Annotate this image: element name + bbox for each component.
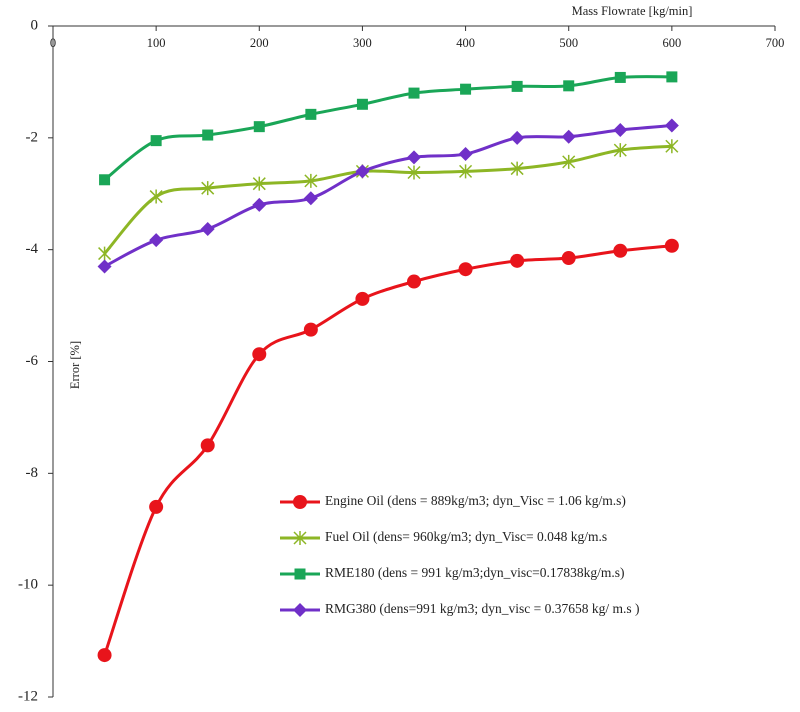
x-tick-label: 100 [147, 36, 166, 50]
marker [562, 154, 576, 169]
marker [613, 143, 627, 158]
legend-label: RME180 (dens = 991 kg/m3;dyn_visc=0.1783… [325, 565, 624, 580]
y-axis-label: Error [%] [68, 341, 82, 389]
marker [459, 164, 473, 179]
y-tick-label: -2 [26, 129, 39, 145]
y-tick-label: -6 [26, 353, 39, 369]
marker [252, 347, 267, 362]
marker [305, 108, 317, 120]
marker [613, 243, 628, 258]
y-tick-label: -10 [18, 577, 38, 593]
x-tick-label: 700 [766, 36, 785, 50]
marker [510, 161, 524, 176]
marker [293, 603, 307, 617]
marker [458, 262, 473, 277]
marker [304, 173, 318, 188]
x-tick-label: 300 [353, 36, 372, 50]
legend-label: Engine Oil (dens = 889kg/m3; dyn_Visc = … [325, 493, 626, 508]
marker [303, 191, 318, 206]
marker [510, 130, 525, 145]
marker [99, 174, 111, 186]
marker [408, 87, 420, 99]
marker [202, 129, 214, 141]
y-tick-label: -4 [26, 241, 39, 257]
series-line [103, 124, 672, 268]
marker [98, 246, 112, 261]
marker [355, 291, 370, 306]
marker [614, 71, 626, 83]
marker [252, 197, 267, 212]
marker [97, 648, 112, 663]
marker [294, 568, 306, 580]
legend-label: RMG380 (dens=991 kg/m3; dyn_visc = 0.376… [325, 601, 639, 616]
x-tick-label: 200 [250, 36, 269, 50]
marker [293, 531, 307, 545]
marker [563, 80, 575, 92]
series-line [103, 244, 673, 656]
legend-label: Fuel Oil (dens= 960kg/m3; dyn_Visc= 0.04… [325, 529, 607, 544]
y-tick-label: -8 [26, 465, 39, 481]
marker [149, 233, 164, 248]
marker [252, 176, 266, 191]
marker [201, 181, 215, 196]
marker [200, 438, 215, 453]
marker [664, 238, 679, 253]
marker [200, 221, 215, 236]
x-axis-label: Mass Flowrate [kg/min] [572, 4, 693, 18]
marker [149, 189, 163, 204]
marker [613, 123, 628, 138]
marker [666, 71, 678, 83]
x-tick-label: 0 [50, 36, 56, 50]
marker [665, 139, 679, 154]
marker [253, 121, 265, 133]
marker [355, 164, 370, 179]
x-tick-label: 400 [456, 36, 475, 50]
marker [458, 147, 473, 162]
y-tick-label: -12 [18, 688, 38, 704]
marker [407, 165, 421, 180]
x-tick-label: 500 [559, 36, 578, 50]
marker [510, 253, 525, 268]
marker [293, 495, 307, 509]
marker [664, 118, 679, 133]
marker [97, 259, 112, 274]
series-line [103, 144, 672, 255]
marker [356, 98, 368, 110]
marker [150, 135, 162, 147]
y-tick-label: 0 [31, 17, 39, 33]
marker [149, 499, 164, 514]
marker [561, 251, 576, 266]
marker [460, 83, 472, 95]
marker [511, 80, 523, 92]
marker [407, 274, 421, 289]
x-tick-label: 600 [662, 36, 681, 50]
marker [561, 129, 576, 144]
marker [407, 150, 421, 165]
marker [303, 322, 318, 337]
